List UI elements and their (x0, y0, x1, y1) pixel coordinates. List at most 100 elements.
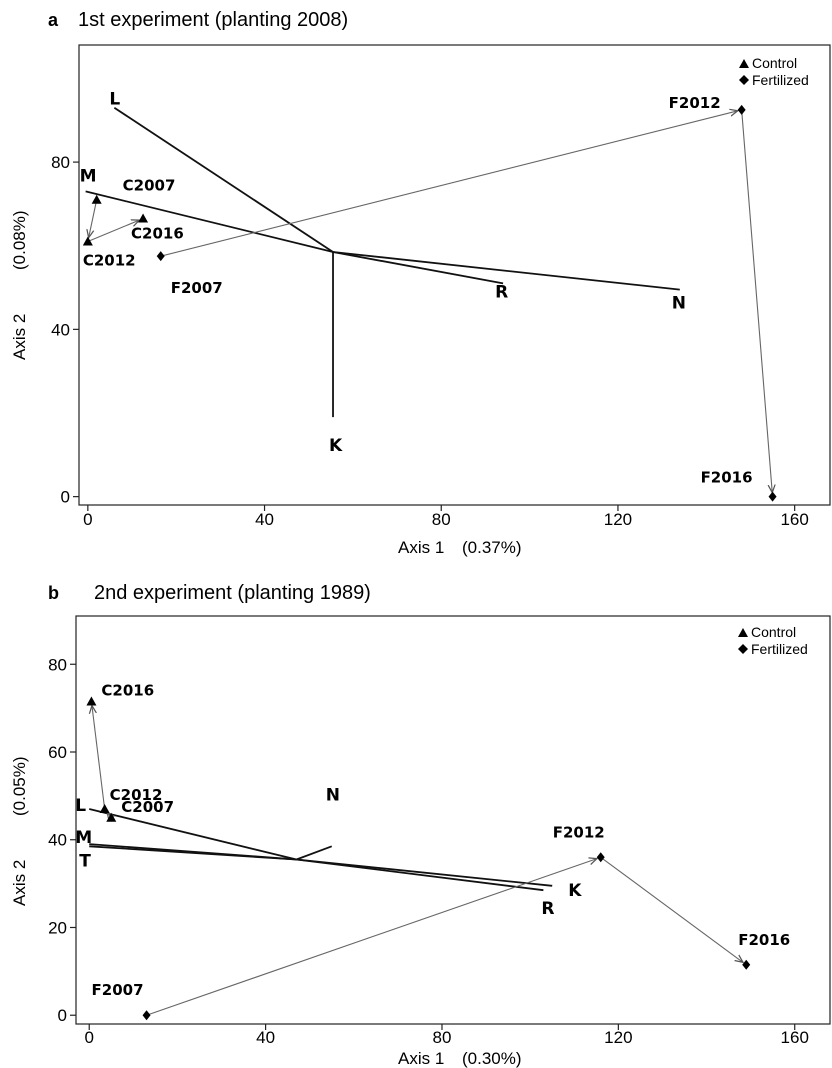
panel-a-vector-R (332, 251, 504, 285)
panel-a-point-label-C2012: C2012 (83, 252, 136, 270)
panel-b-point-label-C2016: C2016 (101, 682, 154, 700)
panel-a: a 1st experiment (planting 2008) 0 40 80 12… (10, 9, 831, 557)
panel-a-y-tick-label: 0 (61, 488, 70, 507)
panel-a-point-F2012 (737, 104, 746, 115)
panel-a-point-label-C2016: C2016 (131, 225, 184, 243)
panel-a-vector-label-N: N (672, 294, 686, 314)
panel-a-x-tick-label: 80 (432, 510, 451, 529)
legend-b-triangle-icon (738, 628, 748, 637)
panel-b-y-tick-label: 40 (48, 831, 67, 850)
panel-a-xlabel-pct: (0.37%) (462, 538, 522, 557)
panel-a-vector-label-L: L (109, 90, 120, 110)
panel-a-x-axis-label: Axis 1 (0.37%) (398, 538, 522, 557)
panel-a-vector-N (332, 251, 680, 291)
panel-b-y-tick-label: 60 (48, 743, 67, 762)
panel-b-x-axis-label: Axis 1 (0.30%) (398, 1049, 522, 1068)
panel-b-point-F2016 (742, 959, 751, 970)
panel-a-vector-L (113, 106, 334, 253)
panel-b-point-F2007 (142, 1010, 151, 1021)
panel-b-vector-K (296, 858, 553, 887)
panel-b-y-tick-label: 20 (48, 918, 67, 937)
panel-b-point-label-F2012: F2012 (553, 823, 605, 841)
panel-a-marks: 0 40 80 120 160 0 40 80 L M R N K C2007 C2012 C2016 F200… (51, 90, 809, 529)
panel-a-vector-label-R: R (495, 282, 508, 302)
panel-b-vector-label-T: T (79, 851, 91, 871)
panel-a-y-tick-label: 40 (51, 320, 70, 339)
panel-b-x-tick-label: 120 (604, 1028, 632, 1047)
legend-b-fertilized: Fertilized (751, 641, 808, 657)
panel-b-letter: b (48, 583, 59, 603)
panel-a-point-F2016 (768, 491, 777, 502)
panel-b-x-tick-label: 0 (84, 1028, 93, 1047)
panel-b-trajectory-C2012-C2016 (92, 706, 106, 810)
panel-a-letter: a (48, 10, 59, 30)
panel-b-x-tick-label: 40 (256, 1028, 275, 1047)
panel-b-xlabel-pct: (0.30%) (462, 1049, 522, 1068)
panel-b-vector-label-L: L (75, 796, 86, 816)
panel-b-plot-frame (75, 615, 831, 1025)
panel-a-vector-label-M: M (80, 166, 97, 186)
panel-b: b 2nd experiment (planting 1989) 0 40 80 12… (10, 582, 831, 1068)
panel-a-trajectory-C2007-C2012 (89, 199, 98, 238)
panel-b-vector-T (89, 845, 297, 861)
legend-b-control: Control (751, 624, 796, 640)
panel-b-point-F2012 (596, 852, 605, 863)
panel-a-point-label-C2007: C2007 (123, 177, 176, 195)
panel-a-x-tick-label: 40 (255, 510, 274, 529)
panel-b-ylabel-pct: (0.05%) (10, 756, 29, 816)
panel-b-vector-label-K: K (568, 881, 582, 901)
panel-b-point-label-F2007: F2007 (92, 981, 144, 999)
panel-a-point-label-F2007: F2007 (171, 279, 223, 297)
panel-a-ylabel-pct: (0.08%) (10, 210, 29, 270)
panel-b-legend: Control Fertilized (738, 624, 808, 657)
panel-b-vector-N (296, 845, 333, 861)
panel-b-vector-R (296, 858, 544, 892)
legend-a-control: Control (752, 55, 797, 71)
legend-a-fertilized: Fertilized (752, 72, 809, 88)
panel-b-point-C2012 (99, 804, 110, 814)
panel-a-point-label-F2012: F2012 (669, 94, 721, 112)
panel-b-y-axis-label: Axis 2 (0.05%) (10, 756, 29, 906)
panel-b-vector-label-M: M (75, 828, 92, 848)
panel-a-plot-frame (78, 44, 831, 506)
panel-b-x-tick-label: 160 (781, 1028, 809, 1047)
panel-a-y-tick-label: 80 (51, 153, 70, 172)
panel-b-trajectory-F2007-F2012 (146, 859, 597, 1016)
panel-a-trajectory-F2007-F2012 (160, 111, 738, 257)
panel-a-x-tick-label: 120 (604, 510, 632, 529)
panel-b-xlabel: Axis 1 (398, 1049, 444, 1068)
panel-b-point-label-F2016: F2016 (738, 931, 790, 949)
panel-a-trajectory-F2012-F2016 (741, 109, 773, 493)
panel-a-point-F2007 (156, 251, 165, 262)
panel-b-ylabel: Axis 2 (10, 860, 29, 906)
panel-b-y-tick-label: 80 (48, 655, 67, 674)
panel-b-point-C2016 (86, 696, 97, 706)
panel-b-trajectory-F2012-F2016 (600, 856, 743, 962)
panel-a-xlabel: Axis 1 (398, 538, 444, 557)
panel-a-point-label-F2016: F2016 (701, 469, 753, 487)
panel-b-y-tick-label: 0 (58, 1006, 67, 1025)
panel-a-point-C2007 (91, 194, 102, 204)
panel-a-point-C2016 (138, 213, 149, 223)
panel-b-vector-label-R: R (541, 899, 554, 919)
panel-a-x-tick-label: 0 (83, 510, 92, 529)
panel-a-y-axis-label: Axis 2 (0.08%) (10, 210, 29, 360)
legend-a-diamond-icon (739, 75, 749, 85)
panel-b-vector-L (89, 808, 297, 861)
panel-b-point-label-C2012: C2012 (110, 786, 163, 804)
panel-a-trajectory-C2012-C2016 (87, 220, 140, 243)
panel-a-point-C2012 (82, 236, 93, 246)
panel-a-title: 1st experiment (planting 2008) (78, 9, 348, 31)
panel-b-title: 2nd experiment (planting 1989) (94, 582, 371, 604)
panel-a-vector-label-K: K (329, 436, 343, 456)
panel-a-legend: Control Fertilized (739, 55, 809, 88)
panel-a-x-tick-label: 160 (780, 510, 808, 529)
panel-a-ylabel: Axis 2 (10, 314, 29, 360)
panel-b-point-C2007 (106, 812, 117, 822)
legend-b-diamond-icon (738, 644, 748, 654)
panel-a-vector-M (85, 190, 334, 253)
legend-a-triangle-icon (739, 59, 749, 68)
panel-b-vector-label-N: N (326, 785, 340, 805)
